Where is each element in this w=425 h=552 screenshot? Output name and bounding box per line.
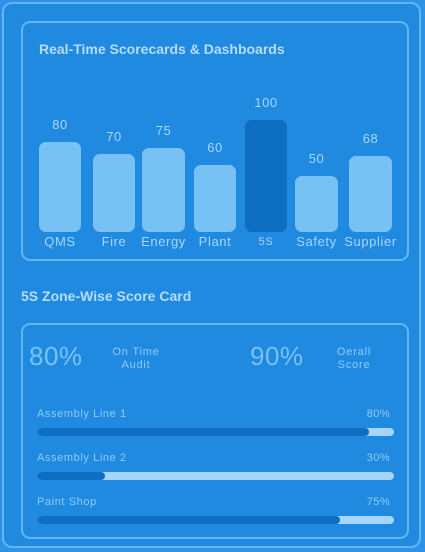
bar-label: QMS: [44, 234, 76, 249]
zone-name-assembly-line-1: Assembly Line 1: [37, 408, 127, 420]
bar: [349, 156, 392, 232]
bar: [142, 148, 185, 232]
kpi-label-on-time-audit: On Time Audit: [107, 346, 165, 372]
kpi-label-line: Audit: [121, 359, 151, 371]
zone-progress-bar: [37, 472, 394, 480]
bar-label: Plant: [198, 234, 232, 249]
zone-name-paint-shop: Paint Shop: [37, 496, 97, 508]
bar-label: Safety: [296, 234, 337, 249]
zone-progress-bar: [37, 428, 394, 436]
zone-percent: 30%: [366, 452, 390, 464]
zone-progress-fill: [37, 516, 341, 524]
bar-value: 70: [106, 129, 122, 144]
zone-progress-fill: [37, 472, 105, 480]
zone-name-assembly-line-2: Assembly Line 2: [37, 452, 127, 464]
bar-value: 50: [308, 151, 325, 166]
bar-column-qms[interactable]: 80 QMS: [39, 23, 81, 249]
scorecard-bar-chart: 80 QMS 70 Fire 75 Energy 60 Plant 100: [23, 23, 407, 259]
bar-column-5s[interactable]: 100 5S: [245, 23, 287, 249]
bar-value: 68: [362, 131, 379, 146]
kpi-label-overall-score: Oerall Score: [329, 346, 379, 372]
bar-column-energy[interactable]: 75 Energy: [141, 23, 186, 249]
zone-progress-bar: [37, 516, 394, 524]
zone-percent: 80%: [366, 408, 390, 420]
bar-label: Supplier: [344, 234, 397, 249]
kpi-value-on-time-audit: 80%: [29, 341, 83, 371]
zone-percent: 75%: [366, 496, 390, 508]
bar-value: 80: [52, 117, 68, 132]
bar-column-plant[interactable]: 60 Plant: [194, 23, 236, 249]
bar: [93, 154, 135, 232]
bar: [245, 120, 287, 232]
bar: [295, 176, 338, 232]
bar-label: Energy: [141, 234, 186, 249]
bar-value: 60: [207, 140, 223, 155]
scorecards-title: Real-Time Scorecards & Dashboards: [39, 41, 285, 57]
bar-label: Fire: [101, 234, 127, 249]
kpi-label-line: Score: [337, 359, 371, 371]
bar-column-fire[interactable]: 70 Fire: [93, 23, 135, 249]
kpi-value-overall-score: 90%: [250, 341, 304, 371]
kpi-label-line: On Time: [112, 346, 160, 358]
kpi-label-line: Oerall: [336, 346, 372, 358]
zone-scorecard-card: 80% On Time Audit 90% Oerall Score Assem…: [21, 323, 409, 539]
dashboard-panel: Real-Time Scorecards & Dashboards 80 QMS…: [2, 2, 421, 548]
bar: [39, 142, 81, 232]
bar-value: 75: [155, 123, 172, 138]
zone-progress-fill: [37, 428, 369, 436]
bar-label: 5S: [258, 236, 274, 248]
scorecards-card: Real-Time Scorecards & Dashboards 80 QMS…: [21, 21, 409, 261]
bar-column-safety[interactable]: 50 Safety: [295, 23, 338, 249]
bar-column-supplier[interactable]: 68 Supplier: [344, 23, 396, 249]
bar: [194, 165, 236, 232]
zone-scorecard-title: 5S Zone-Wise Score Card: [21, 288, 192, 304]
bar-value: 100: [254, 95, 278, 110]
